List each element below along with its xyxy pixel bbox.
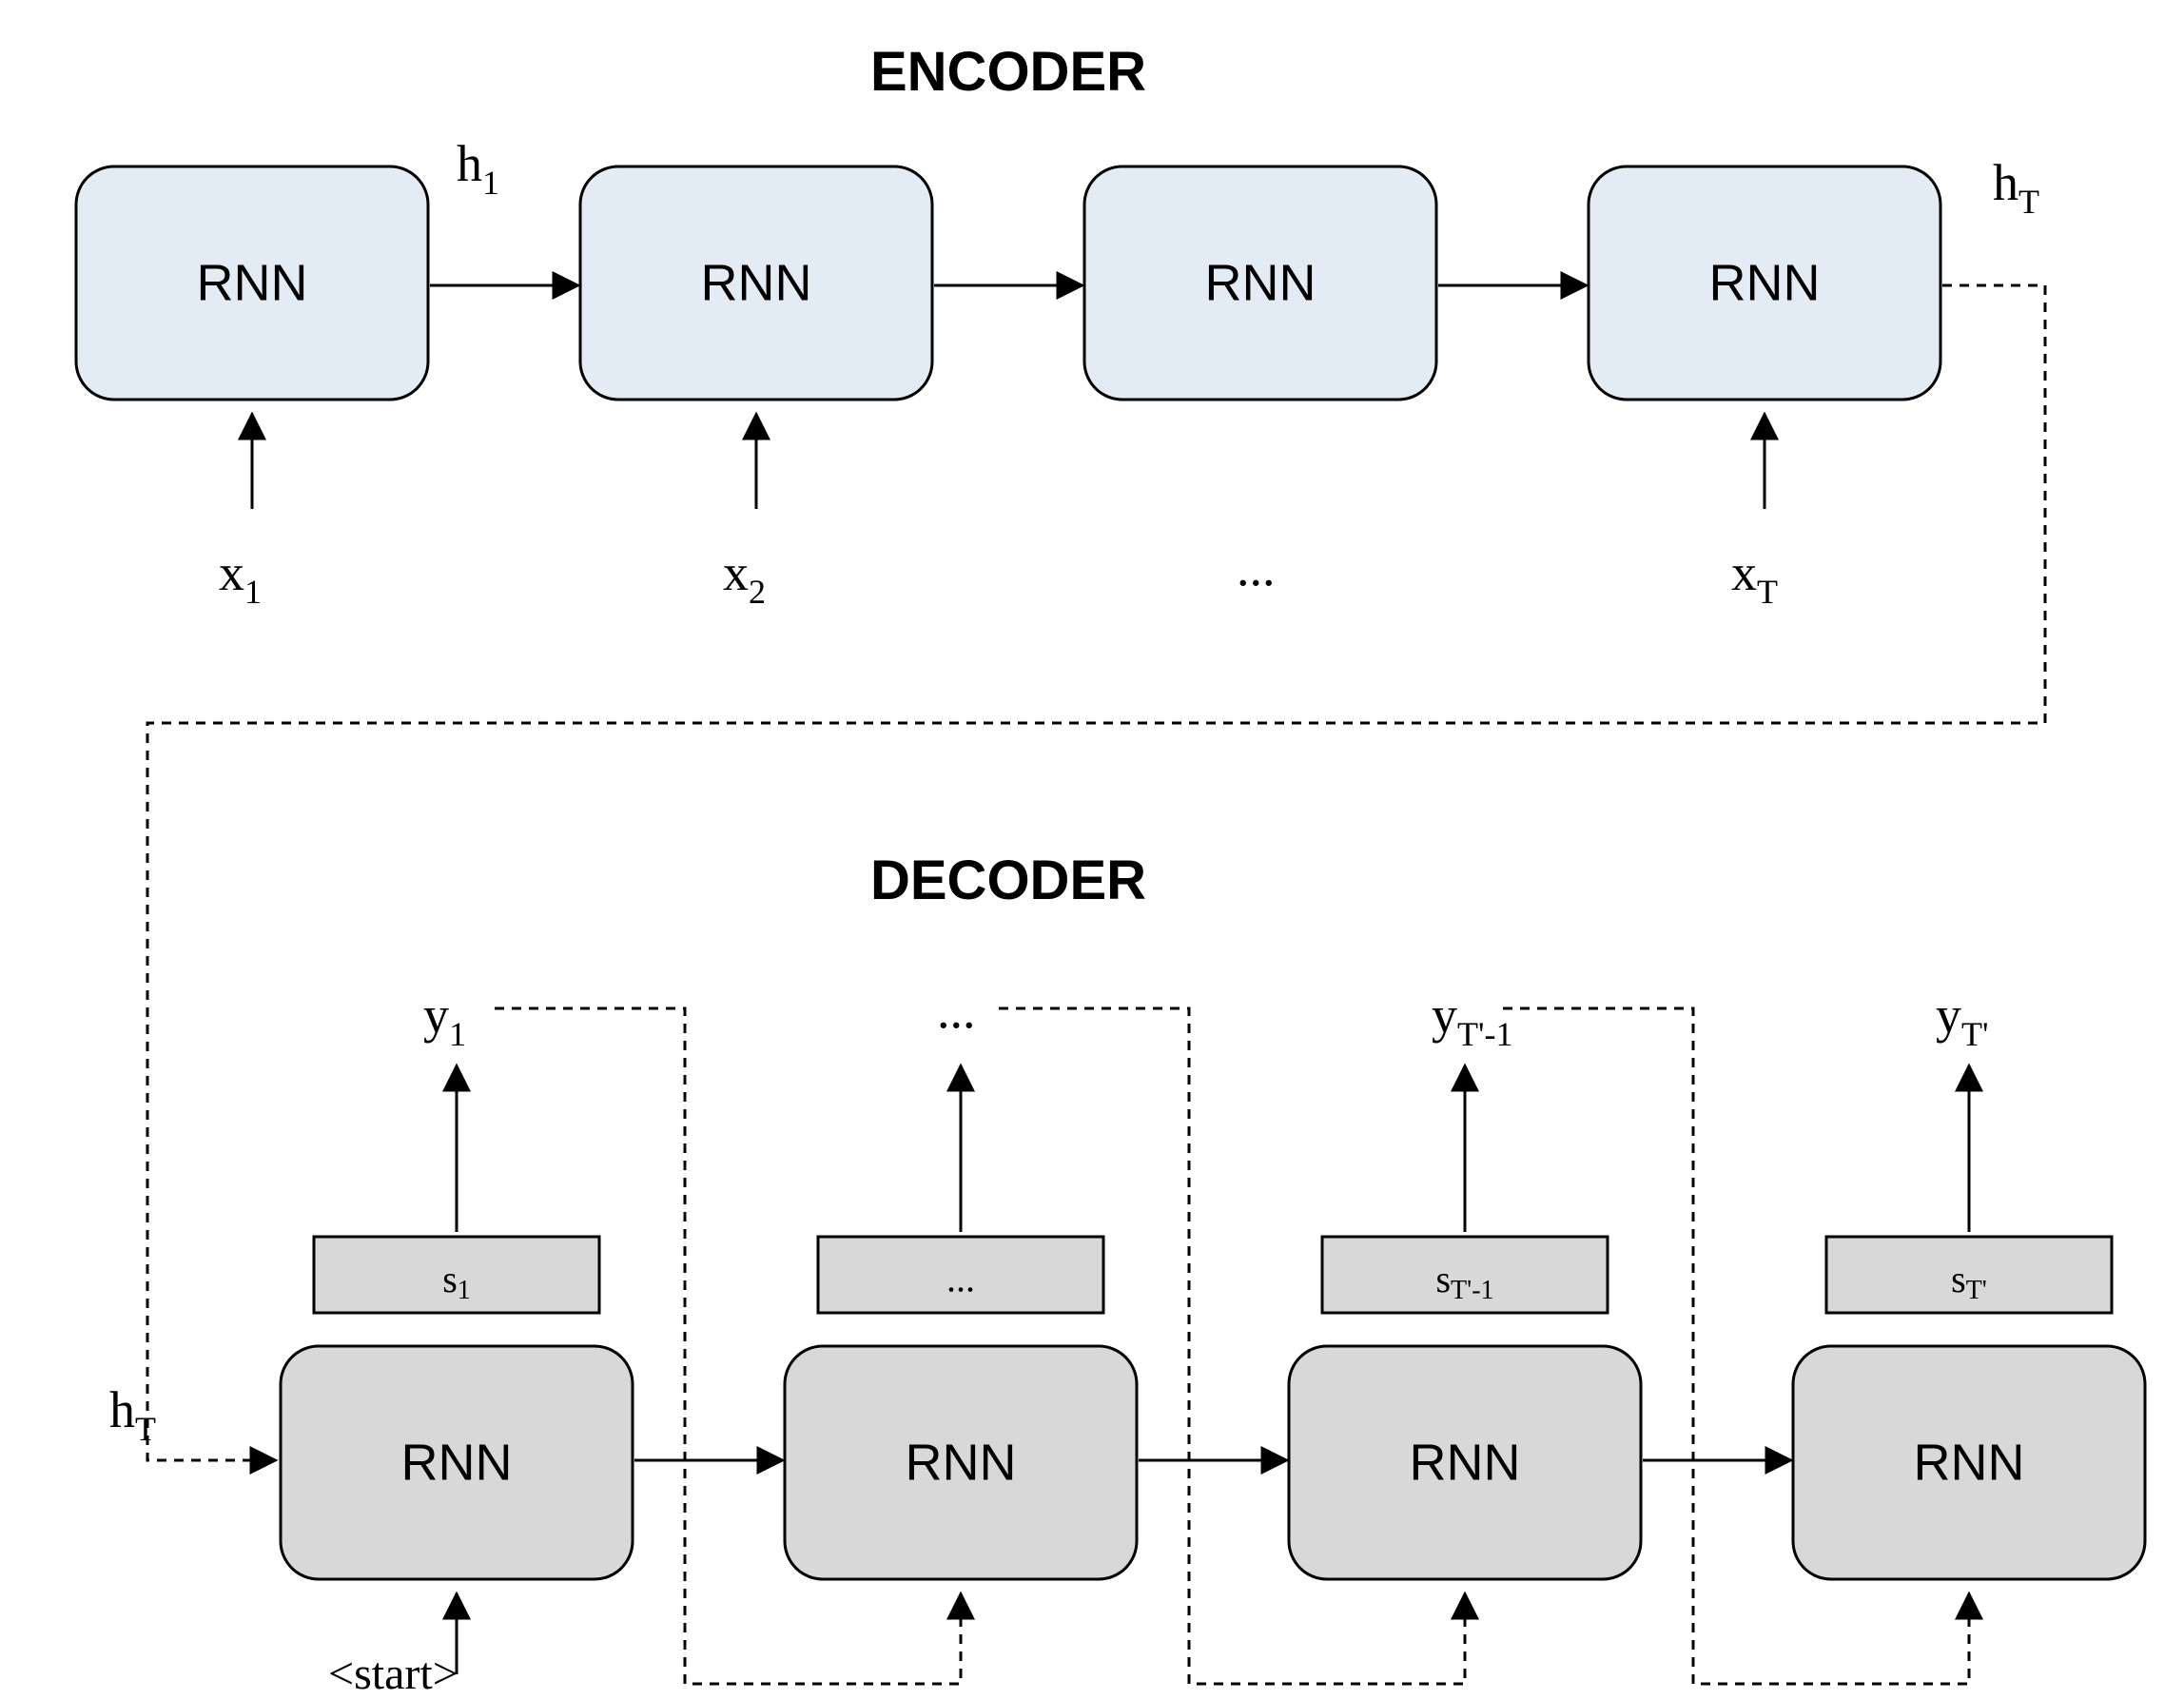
decoder-s-box-0: s1 bbox=[314, 1237, 599, 1313]
decoder-node-0-label: RNN bbox=[401, 1435, 513, 1492]
encoder-x-label-0: x1 bbox=[219, 544, 262, 611]
encoder-x-label-3: xT bbox=[1731, 544, 1778, 611]
encoder-node-2-label: RNN bbox=[1205, 255, 1316, 312]
decoder-y-label-2: yT'-1 bbox=[1432, 987, 1512, 1053]
encoder-h-label-1: hT bbox=[1993, 154, 2039, 221]
decoder-start-label: <start> bbox=[328, 1649, 458, 1699]
encoder-node-3-label: RNN bbox=[1709, 255, 1821, 312]
context-hT-label: hT bbox=[109, 1381, 156, 1448]
encoder-node-3: RNN bbox=[1589, 166, 1940, 400]
encoder-node-1-label: RNN bbox=[701, 255, 812, 312]
encoder-h-label-0: h1 bbox=[457, 135, 499, 202]
encoder-node-2: RNN bbox=[1084, 166, 1436, 400]
decoder-y-label-3: yT' bbox=[1936, 987, 1988, 1053]
decoder-title: DECODER bbox=[870, 850, 1146, 911]
decoder-node-2: RNN bbox=[1289, 1346, 1641, 1579]
decoder-node-3: RNN bbox=[1793, 1346, 2145, 1579]
decoder-node-2-label: RNN bbox=[1410, 1435, 1521, 1492]
decoder-s-box-2: sT'-1 bbox=[1322, 1237, 1608, 1313]
decoder-node-1-label: RNN bbox=[906, 1435, 1017, 1492]
decoder-s-box-3: sT' bbox=[1826, 1237, 2112, 1313]
encoder-x-label-1: x2 bbox=[723, 544, 766, 611]
encoder-node-0-label: RNN bbox=[197, 255, 308, 312]
encoder-node-1: RNN bbox=[580, 166, 932, 400]
decoder-y-label-0: y1 bbox=[423, 987, 466, 1053]
decoder-node-0: RNN bbox=[281, 1346, 633, 1579]
decoder-s-box-1: ... bbox=[818, 1237, 1103, 1313]
encoder-node-0: RNN bbox=[76, 166, 428, 400]
decoder-s-box-1-label: ... bbox=[946, 1258, 975, 1300]
decoder-y-label-1: ... bbox=[937, 982, 976, 1039]
encoder-title: ENCODER bbox=[870, 41, 1146, 103]
decoder-node-3-label: RNN bbox=[1914, 1435, 2025, 1492]
encoder-x-label-2: ... bbox=[1237, 539, 1276, 596]
decoder-node-1: RNN bbox=[785, 1346, 1137, 1579]
